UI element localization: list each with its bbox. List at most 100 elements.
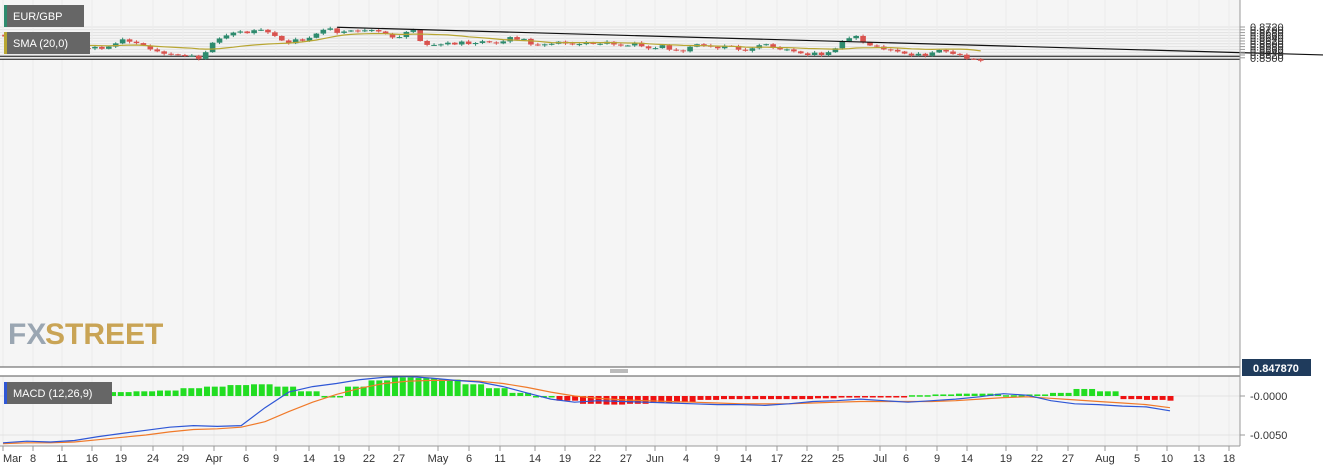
time-tick-label: Apr	[205, 453, 222, 465]
candle-body	[791, 49, 797, 52]
macd-histogram-bar	[219, 386, 226, 396]
candle-body	[618, 44, 624, 46]
macd-histogram-bar	[407, 377, 414, 396]
candle-body	[355, 30, 361, 32]
macd-histogram-bar	[564, 396, 571, 401]
legend-symbol-bg[interactable]	[4, 5, 84, 27]
candle-body	[106, 46, 112, 49]
candle-body	[244, 31, 250, 34]
candle-body	[853, 35, 859, 39]
candle	[541, 43, 548, 47]
candle-body	[410, 30, 417, 32]
candle	[971, 58, 977, 60]
candle	[638, 41, 645, 48]
candle-body	[500, 41, 507, 44]
candle	[721, 44, 728, 50]
time-tick-label: 11	[56, 453, 67, 465]
candle-body	[237, 31, 244, 33]
candle-body	[950, 51, 956, 54]
legend-macd[interactable]: MACD (12,26,9)	[4, 382, 112, 404]
time-tick-label: 11	[494, 453, 505, 465]
candle	[472, 42, 479, 46]
price-tick-label: 0.8580	[1250, 42, 1284, 54]
macd-histogram-bar	[587, 396, 594, 404]
macd-histogram-bar	[423, 378, 430, 396]
candle	[964, 53, 970, 60]
time-tick-label: 22	[1031, 453, 1043, 465]
macd-histogram-bar	[1128, 396, 1135, 400]
candle-body	[521, 38, 527, 40]
candle-body	[957, 53, 963, 55]
candle	[244, 30, 250, 34]
price-axis: 0.87200.87000.86800.86600.86400.86200.86…	[1240, 22, 1284, 65]
candle	[348, 29, 354, 33]
macd-histogram-bar	[705, 396, 712, 400]
time-tick-label: 27	[1062, 453, 1074, 465]
time-tick-label: 6	[466, 453, 472, 465]
macd-histogram-bar	[525, 392, 532, 396]
time-tick-label: 8	[30, 453, 36, 465]
time-tick-label: May	[428, 453, 449, 465]
price-tick-label: 0.8500	[1250, 53, 1284, 65]
candle-body	[292, 39, 299, 44]
macd-histogram-bar	[783, 396, 790, 400]
candle-body	[362, 30, 368, 32]
downtrend-line	[337, 26, 1323, 56]
time-tick-label: 19	[333, 453, 345, 465]
macd-histogram-bar	[971, 393, 978, 396]
candle	[230, 31, 237, 38]
macd-histogram-bar	[932, 394, 939, 396]
macd-histogram-bar	[909, 395, 915, 397]
macd-histogram-bar	[1081, 388, 1088, 396]
time-tick-label: 14	[740, 453, 752, 465]
candle-body	[445, 42, 451, 45]
candle	[438, 43, 444, 47]
candle	[341, 30, 347, 34]
candle-body	[452, 42, 458, 45]
macd-histogram-bar	[282, 386, 289, 396]
macd-histogram-bar	[274, 386, 281, 396]
candle-body	[548, 43, 555, 45]
candle-body	[230, 32, 237, 36]
macd-histogram-bar	[956, 393, 962, 396]
candle-body	[341, 31, 347, 33]
macd-histogram-bar	[384, 380, 391, 396]
candle-body	[943, 49, 949, 52]
candle-body	[202, 52, 209, 59]
legend-macd-bg[interactable]	[4, 382, 112, 404]
candle-body	[770, 44, 776, 48]
legend-symbol[interactable]: EUR/GBP	[4, 5, 84, 27]
macd-histogram-bar	[1159, 396, 1166, 400]
time-tick-label: 22	[589, 453, 601, 465]
legend-macd-marker	[4, 382, 7, 404]
macd-histogram-bar	[642, 396, 649, 404]
candle	[334, 27, 340, 35]
candle	[168, 52, 174, 56]
time-tick-label: 16	[86, 453, 98, 465]
legend-sma[interactable]: SMA (20,0)	[4, 32, 90, 54]
macd-histogram-bar	[298, 391, 304, 396]
time-tick-label: 22	[363, 453, 375, 465]
candle	[763, 43, 769, 46]
macd-histogram-bar	[360, 386, 367, 396]
candle-body	[541, 44, 548, 46]
macd-histogram-bar	[822, 396, 829, 399]
candle	[528, 37, 534, 46]
macd-histogram-bar	[940, 394, 947, 396]
panel-resize-handle[interactable]	[608, 369, 630, 374]
macd-histogram-bar	[227, 385, 234, 396]
legend-sma-bg[interactable]	[4, 32, 90, 54]
fxstreet-watermark: FX STREET	[8, 318, 163, 351]
candle-body	[687, 46, 693, 52]
candle-body	[742, 49, 749, 51]
macd-histogram-bar	[556, 396, 563, 401]
macd-histogram-bar	[1003, 395, 1009, 397]
candle	[161, 50, 167, 56]
time-tick-label: 17	[771, 453, 783, 465]
candle-body	[299, 39, 306, 41]
candle	[355, 29, 361, 33]
candle-body	[528, 38, 534, 45]
macd-histogram-bar	[188, 388, 195, 396]
macd-histogram-bar	[869, 396, 876, 398]
